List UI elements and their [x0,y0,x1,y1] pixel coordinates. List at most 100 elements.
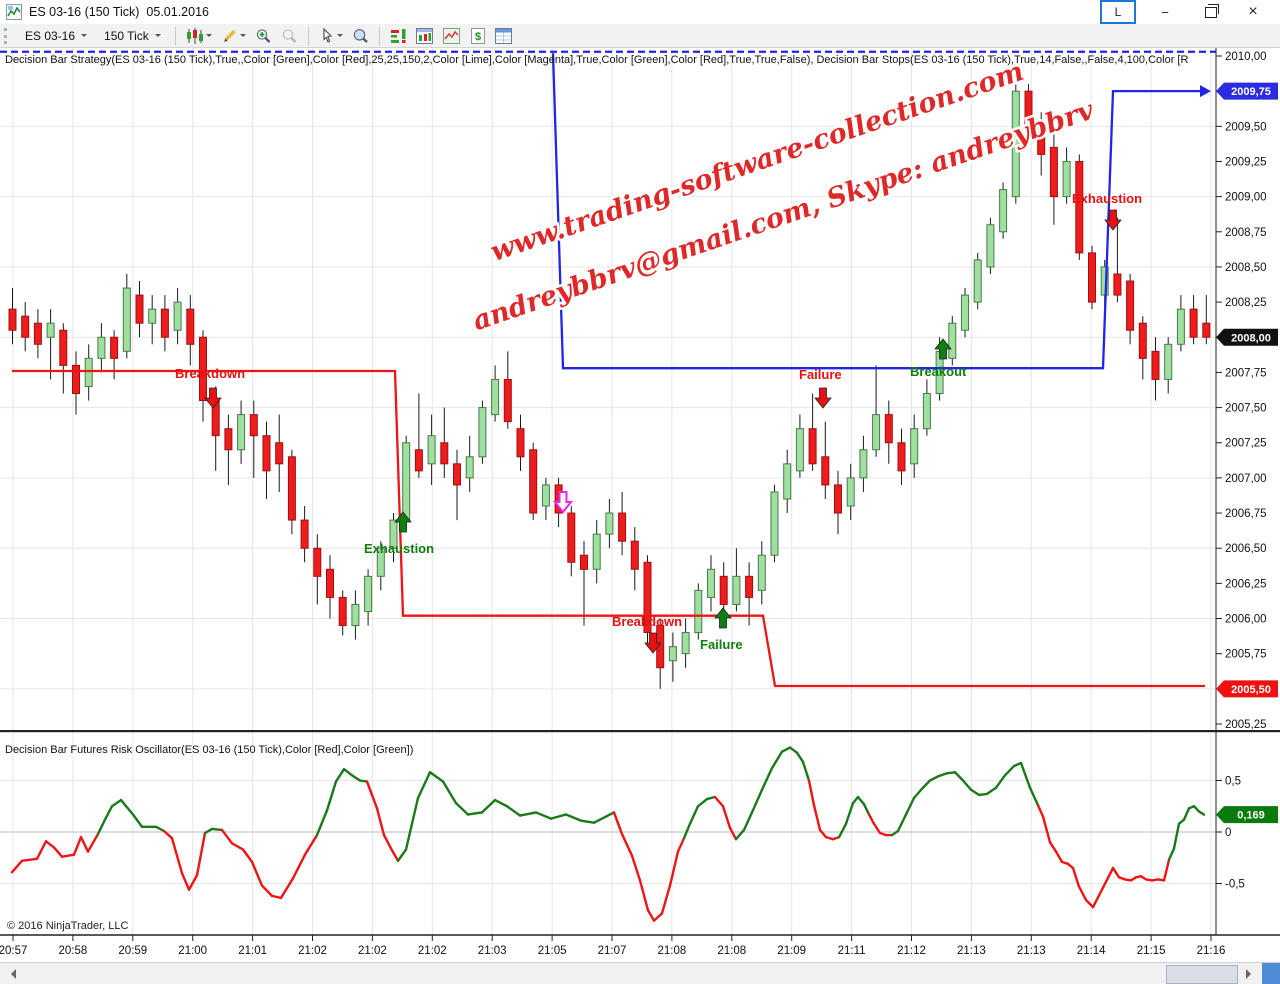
chevron-down-icon [239,34,246,40]
link-button[interactable]: L [1100,0,1136,24]
price-tick-label: 2008,25 [1225,297,1267,309]
candle-body [1176,308,1185,345]
chart-trader-button[interactable] [413,26,437,46]
candle-body [580,554,588,570]
annotation-label: Breakdown [612,614,682,629]
oscillator-segment [480,798,497,814]
order-flow-button[interactable] [387,26,410,46]
price-tick-label: 2007,50 [1225,403,1267,415]
candle-body [453,463,461,486]
oscillator-segment [416,771,432,800]
candle-body [1088,252,1096,303]
chart-style-button[interactable] [183,26,215,46]
time-tick-label: 21:14 [1077,945,1106,957]
price-tick-label: 2007,00 [1225,473,1267,485]
candle-body [21,315,30,338]
oscillator-segment [896,813,908,833]
scroll-left-button[interactable] [0,963,22,984]
price-chart-canvas[interactable]: Breakdown Exhaustion Breakdown Failure Failu… [0,48,1280,962]
chevron-down-icon [336,34,343,40]
mini-chart-icon [442,27,460,44]
oscillator-segment [1071,866,1081,888]
candle-body [224,428,233,451]
candle-body [427,435,436,465]
oscillator-segment [788,746,799,754]
restore-icon [1204,3,1219,18]
oscillator-segment [676,836,686,853]
candle-body [529,449,538,514]
down-arrow-icon [644,632,662,654]
scrollbar-thumb[interactable] [1166,965,1238,984]
scroll-right-button[interactable] [1240,963,1262,984]
oscillator-segment [728,826,738,841]
price-badge [1216,806,1278,824]
data-grid-button[interactable] [492,26,516,46]
cursor-tool-button[interactable] [316,26,346,46]
price-tick-label: 2005,75 [1225,649,1267,661]
candle-body [821,456,830,486]
window-title: ES 03-16 (150 Tick) 05.01.2016 [29,5,209,19]
restore-button[interactable] [1194,2,1224,22]
oscillator-segment [721,805,732,830]
candle-body [541,484,550,507]
candle-body [859,449,868,479]
oscillator-segment [734,828,746,841]
mini-chart-button[interactable] [440,26,464,46]
time-tick-label: 21:03 [478,945,507,957]
account-button[interactable]: $ [467,26,489,46]
candle-body [732,575,741,605]
instrument-selector[interactable]: ES 03-16 [18,27,94,45]
minimize-button[interactable]: − [1161,4,1169,20]
candle-body [173,301,182,331]
candle-body [389,519,398,549]
down-arrow-icon [552,491,574,514]
stop-line-blue [551,53,1200,370]
title-bar[interactable]: ES 03-16 (150 Tick) 05.01.2016 L − × [0,0,1280,24]
close-button[interactable]: × [1248,3,1258,20]
zoom-window-button[interactable] [349,26,372,46]
zoom-in-button[interactable] [252,26,275,46]
up-arrow-icon [934,338,952,360]
oscillator-segment [612,811,624,836]
oscillator-segment [780,746,792,753]
candle-body [262,435,271,472]
oscillator-segment [549,813,568,820]
scrollbar-track[interactable] [22,963,1240,984]
annotation-label: Breakdown [175,366,245,381]
candle-body [59,329,68,366]
chart-area: Breakdown Exhaustion Breakdown Failure Failu… [0,48,1280,962]
oscillator-segment [220,828,234,845]
price-badge-label: 2005,50 [1231,684,1271,696]
oscillator-segment [1167,847,1176,862]
candle-body [287,456,296,521]
candle-body [795,428,804,472]
candle-body [1202,322,1211,338]
oscillator-segment [1003,764,1016,777]
oscillator-segment [807,779,816,807]
time-tick-label: 21:13 [957,945,986,957]
cursor-icon [323,27,332,43]
drawing-tools-button[interactable] [218,26,249,46]
oscillator-segment [564,813,583,822]
candle-body [973,259,982,303]
time-tick-label: 21:02 [358,945,387,957]
oscillator-segment [454,801,470,816]
horizontal-scrollbar[interactable] [0,962,1280,984]
oscillator-tick-label: 0,5 [1225,776,1241,788]
candle-body [808,428,817,465]
candle-body [491,378,500,416]
oscillator-segment [505,805,522,817]
toolbar-grip[interactable] [4,27,11,44]
zoom-out-button[interactable] [278,26,301,46]
candle-body [186,308,195,345]
interval-selector[interactable]: 150 Tick [97,27,168,45]
candle-body [1189,308,1198,338]
oscillator-segment [742,811,754,832]
oscillator-segment [770,750,784,770]
oscillator-segment [342,767,354,777]
price-tick-label: 2009,25 [1225,156,1267,168]
dollar-icon: $ [470,27,485,44]
price-tick-label: 2009,00 [1225,192,1267,204]
candle-body [148,308,157,324]
chevron-down-icon [81,34,88,40]
